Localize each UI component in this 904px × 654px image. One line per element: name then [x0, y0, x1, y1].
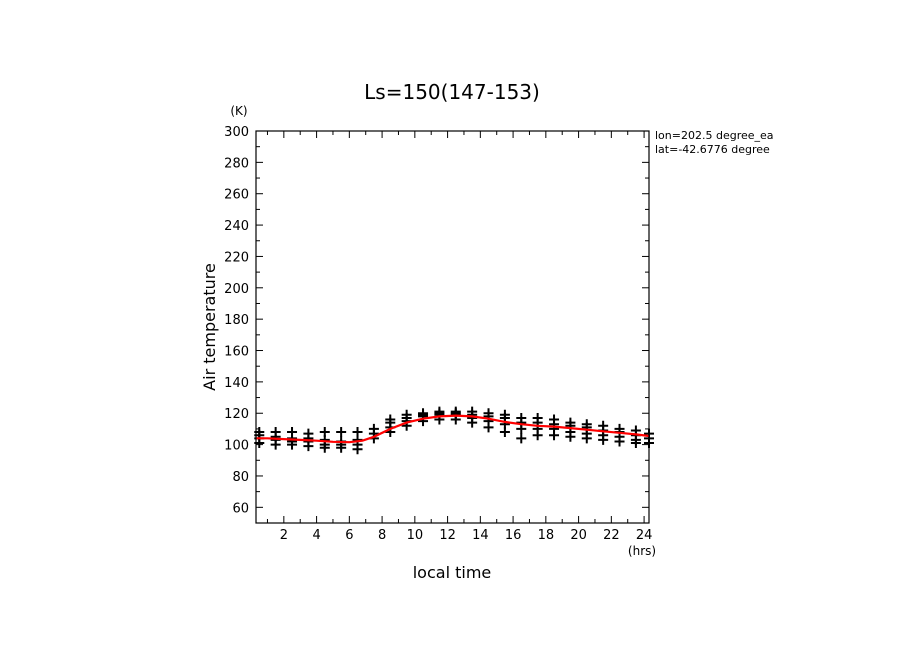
- data-point: [581, 419, 592, 430]
- data-point: [565, 417, 576, 428]
- x-tick-label: 22: [603, 528, 620, 543]
- mean-line: [256, 414, 650, 444]
- y-tick-label: 220: [224, 250, 249, 265]
- data-point: [336, 427, 347, 438]
- y-tick-label: 240: [224, 219, 249, 234]
- y-unit-label: (K): [230, 104, 247, 118]
- x-tick-label: 10: [407, 528, 424, 543]
- data-point: [499, 409, 510, 420]
- data-point: [303, 428, 314, 439]
- y-tick-label: 300: [224, 125, 249, 140]
- y-tick-label: 100: [224, 439, 249, 454]
- x-tick-label: 12: [439, 528, 456, 543]
- data-point: [549, 414, 560, 425]
- x-unit-label: (hrs): [628, 544, 656, 558]
- y-tick-label: 140: [224, 376, 249, 391]
- lat-annotation: lat=-42.6776 degree: [655, 143, 770, 156]
- x-tick-label: 16: [505, 528, 522, 543]
- data-point: [516, 433, 527, 444]
- data-point: [483, 408, 494, 419]
- data-point: [352, 427, 363, 438]
- lon-annotation: lon=202.5 degree_ea: [655, 129, 774, 142]
- y-tick-label: 200: [224, 282, 249, 297]
- data-point: [434, 406, 445, 417]
- x-tick-label: 24: [636, 528, 653, 543]
- data-point: [467, 406, 478, 417]
- x-tick-label: 20: [570, 528, 587, 543]
- data-point: [418, 408, 429, 419]
- y-tick-label: 60: [232, 501, 249, 516]
- data-point: [401, 409, 412, 420]
- chart-title: Ls=150(147-153): [364, 80, 540, 104]
- plot-frame: [255, 130, 650, 524]
- x-tick-label: 18: [538, 528, 555, 543]
- x-tick-label: 4: [312, 528, 320, 543]
- data-point: [532, 412, 543, 423]
- data-point: [598, 420, 609, 431]
- x-tick-label: 6: [345, 528, 353, 543]
- data-point: [319, 427, 330, 438]
- y-tick-label: 180: [224, 313, 249, 328]
- x-tick-label: 14: [472, 528, 489, 543]
- y-tick-label: 160: [224, 345, 249, 360]
- data-point: [516, 412, 527, 423]
- y-tick-label: 280: [224, 156, 249, 171]
- plot-area: [254, 406, 654, 455]
- y-tick-label: 120: [224, 407, 249, 422]
- y-tick-label: 260: [224, 188, 249, 203]
- x-tick-label: 2: [280, 528, 288, 543]
- y-axis-label: Air temperature: [200, 263, 219, 391]
- y-tick-label: 80: [232, 470, 249, 485]
- data-point: [385, 414, 396, 425]
- x-axis-label: local time: [413, 563, 492, 582]
- x-tick-label: 8: [378, 528, 386, 543]
- data-point: [270, 427, 281, 438]
- data-point: [368, 423, 379, 434]
- data-point: [287, 427, 298, 438]
